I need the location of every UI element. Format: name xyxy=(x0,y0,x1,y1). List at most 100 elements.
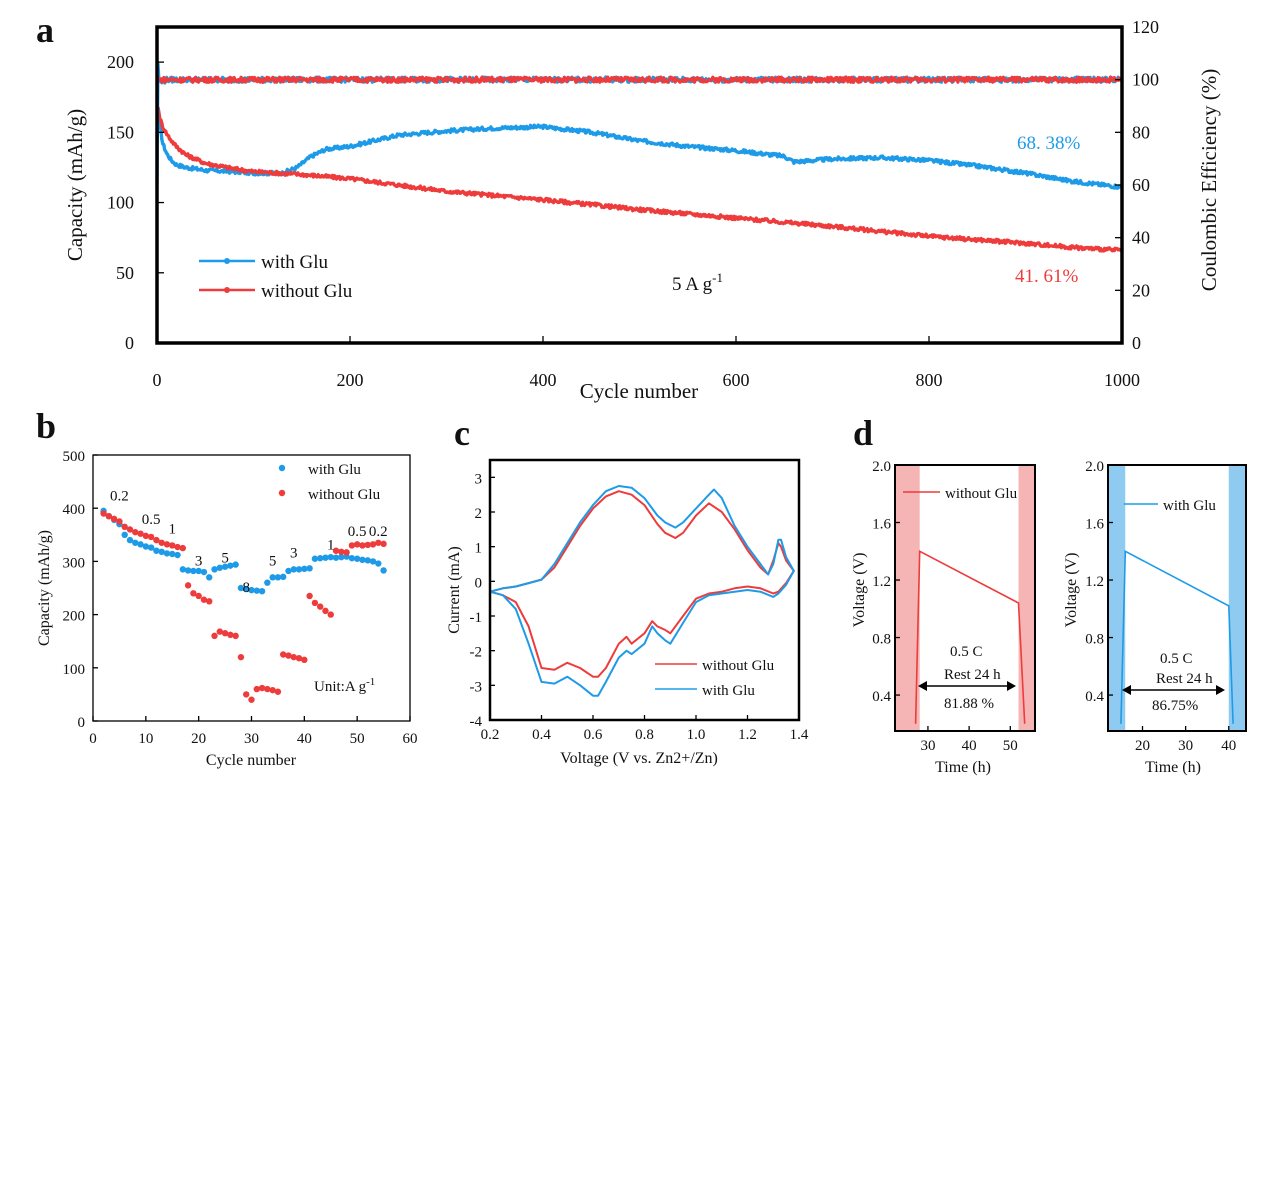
d-left-rest-arrow xyxy=(918,681,1016,691)
point-with-glu xyxy=(332,554,340,561)
panel-label-b: b xyxy=(36,406,56,446)
panel-d-right-frame xyxy=(1107,464,1247,732)
point-with-glu xyxy=(147,544,155,551)
point-without-glu xyxy=(137,530,144,537)
panel-b-ytick-label: 100 xyxy=(63,662,86,678)
point-with-glu xyxy=(121,531,128,538)
series-without-glu xyxy=(156,106,1124,253)
point-with-glu xyxy=(290,566,297,573)
point-without-glu xyxy=(258,684,266,692)
panel-d-left-xlabel: Time (h) xyxy=(935,759,991,776)
panel-d-right-chart: 20 30 40 0.4 0.8 1.2 1.6 2.0 Time (h) Voltage (… xyxy=(1063,459,1247,776)
point-without-glu xyxy=(311,599,319,607)
point-with-glu xyxy=(211,566,218,573)
panel-d-left-frame xyxy=(894,464,1036,732)
legend-d-right-label: with Glu xyxy=(1163,498,1216,514)
panel-c-ytick-label: 0 xyxy=(475,575,483,591)
point-without-glu xyxy=(359,542,366,549)
d-right-rest-arrow xyxy=(1122,685,1225,695)
panel-a-ylabel: Capacity (mAh/g) xyxy=(63,109,87,261)
point-with-glu xyxy=(174,551,181,559)
panel-b-legend: with Glu without Glu xyxy=(278,462,381,503)
point-without-glu xyxy=(116,518,123,525)
panel-a-y2tick-label: 120 xyxy=(1132,17,1159,37)
point-with-glu xyxy=(132,539,139,546)
cv-without-glu xyxy=(489,490,795,678)
point-without-glu xyxy=(248,696,255,703)
point-without-glu xyxy=(169,542,176,549)
panel-c-xlabel: Voltage (V vs. Zn2+/Zn) xyxy=(560,750,718,767)
rest-shade xyxy=(1228,465,1246,731)
panel-c-xtick-label: 0.6 xyxy=(584,727,603,743)
panel-d-ytick-label: 2.0 xyxy=(1085,459,1104,475)
legend-b-with-glu-marker xyxy=(278,464,286,472)
d-right-rest: Rest 24 h xyxy=(1156,671,1213,687)
point-without-glu xyxy=(280,651,287,658)
point-without-glu xyxy=(338,548,345,556)
panel-c-xtick-label: 0.2 xyxy=(481,727,500,743)
point-without-glu xyxy=(322,607,329,615)
panel-label-c: c xyxy=(454,413,470,453)
point-with-glu xyxy=(227,562,234,569)
point-without-glu xyxy=(121,523,128,531)
point-with-glu xyxy=(280,573,287,581)
point-without-glu xyxy=(105,512,113,520)
point-without-glu xyxy=(274,688,282,695)
point-with-glu xyxy=(142,543,150,550)
panel-a-xtick-label: 400 xyxy=(530,370,557,390)
d-left-rest: Rest 24 h xyxy=(944,667,1001,683)
rate-label: 0.2 xyxy=(110,488,129,504)
point-without-glu xyxy=(301,656,308,664)
point-with-glu xyxy=(359,556,366,564)
legend-b-with-glu-label: with Glu xyxy=(308,462,361,478)
panel-d-left-chart: 30 40 50 0.4 0.8 1.2 1.6 2.0 Time (h) Voltage (… xyxy=(851,459,1036,776)
panel-d-xtick-label: 40 xyxy=(1221,738,1236,754)
panel-a-y2tick-label: 60 xyxy=(1132,175,1150,195)
point-without-glu xyxy=(190,590,197,597)
panel-b-ytick-label: 400 xyxy=(63,502,86,518)
point-without-glu xyxy=(253,685,260,693)
point-with-glu xyxy=(301,565,308,573)
panel-a-y2label: Coulombic Efficiency (%) xyxy=(1197,69,1221,291)
point-without-glu xyxy=(369,541,377,548)
point-with-glu xyxy=(369,558,377,565)
panel-a-ytick-label: 50 xyxy=(116,263,134,283)
retention-with-glu: 68. 38% xyxy=(1017,133,1081,154)
point-without-glu xyxy=(295,655,303,662)
unit-text: Unit:A g xyxy=(314,679,367,695)
point-with-glu xyxy=(375,560,382,567)
point-with-glu xyxy=(353,555,361,562)
point-without-glu xyxy=(126,526,134,533)
point-without-glu xyxy=(216,628,223,635)
rate-label: 3 xyxy=(195,553,203,569)
point-with-glu xyxy=(258,587,266,595)
rest-shade xyxy=(1108,465,1126,731)
panel-d-xtick-label: 50 xyxy=(1003,738,1018,754)
panel-d-ytick-label: 1.6 xyxy=(872,517,891,533)
point-with-glu xyxy=(179,566,187,573)
point-without-glu xyxy=(132,528,139,536)
panel-b-xtick-label: 40 xyxy=(297,731,312,747)
rate-label: 8 xyxy=(242,580,250,596)
point-without-glu xyxy=(343,549,350,556)
point-without-glu xyxy=(290,653,297,661)
panel-a-ytick-label: 100 xyxy=(107,193,134,213)
point-with-glu xyxy=(126,536,134,544)
legend-d-left-label: without Glu xyxy=(945,486,1018,502)
rate-label: 0.5 xyxy=(142,512,161,528)
d-left-rate: 0.5 C xyxy=(950,644,983,660)
point-without-glu xyxy=(232,632,239,640)
panel-c-legend: without Glu with Glu xyxy=(655,658,775,699)
panel-d-right-xlabel: Time (h) xyxy=(1145,759,1201,776)
point-with-glu xyxy=(163,550,171,557)
point-without-glu xyxy=(174,543,181,551)
panel-d-ytick-label: 1.2 xyxy=(1085,574,1104,590)
panel-b-xtick-label: 0 xyxy=(89,731,97,747)
panel-c-ytick-label: -4 xyxy=(470,714,483,730)
panel-a-legend: with Glu without Glu xyxy=(199,252,353,302)
panel-c-ytick-label: 1 xyxy=(475,541,483,557)
panel-b-xtick-label: 30 xyxy=(244,731,259,747)
rate-label: 5 xyxy=(221,551,229,567)
voltage-with-glu xyxy=(1120,549,1234,724)
